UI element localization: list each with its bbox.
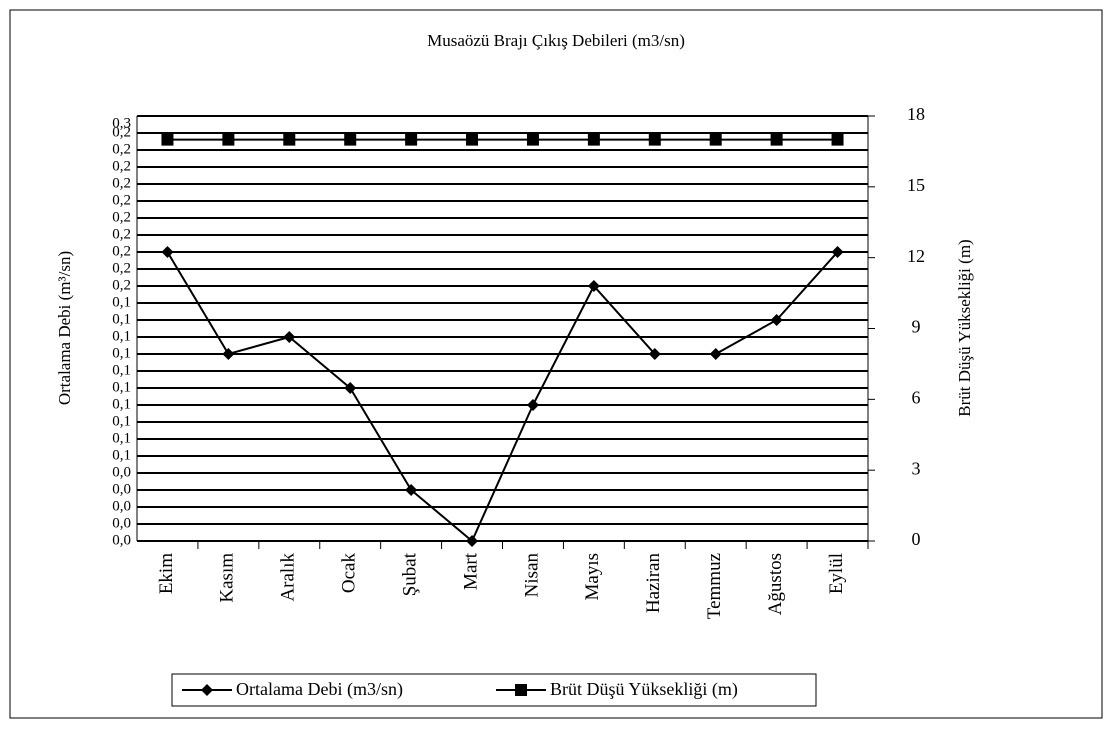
x-tick-label: Mayıs xyxy=(582,553,603,601)
point xyxy=(709,133,722,146)
y-tick-label: 0,1 xyxy=(112,294,131,310)
y2-tick-label: 9 xyxy=(912,317,921,337)
point xyxy=(283,133,296,146)
point xyxy=(161,133,174,146)
y-tick-label: 0,1 xyxy=(112,345,131,361)
y-tick-label: 0,0 xyxy=(112,515,131,531)
y2-axis-title: Brüt Düşü Yüksekliği (m) xyxy=(955,239,974,416)
y-tick-label: 0,1 xyxy=(112,430,131,446)
point xyxy=(161,246,174,258)
point xyxy=(648,348,661,360)
y-tick-label: 0,2 xyxy=(112,277,131,293)
point xyxy=(709,348,722,360)
point xyxy=(466,133,479,146)
legend-label: Ortalama Debi (m3/sn) xyxy=(236,679,403,700)
x-tick-label: Haziran xyxy=(643,553,664,614)
legend-marker xyxy=(515,684,527,696)
point xyxy=(283,331,296,343)
y-tick-label: 0,2 xyxy=(112,175,131,191)
x-tick-label: Mart xyxy=(460,552,481,590)
point xyxy=(831,246,844,258)
point xyxy=(770,314,783,326)
legend-label: Brüt Düşü Yüksekliği (m) xyxy=(550,679,738,700)
x-tick-label: Eylül xyxy=(826,553,847,594)
chart-border xyxy=(9,9,1103,719)
y-tick-label: 0,1 xyxy=(112,396,131,412)
point xyxy=(222,133,235,146)
y-axis-title: Ortalama Debi (m³/sn) xyxy=(55,251,74,405)
y-tick-label: 0,1 xyxy=(112,362,131,378)
y2-tick-label: 18 xyxy=(907,104,925,124)
y2-tick-label: 15 xyxy=(907,175,925,195)
chart-title: Musaözü Brajı Çıkış Debileri (m3/sn) xyxy=(427,31,685,50)
point xyxy=(344,133,357,146)
x-tick-label: Kasım xyxy=(217,553,238,603)
legend-marker xyxy=(201,684,213,696)
point xyxy=(405,133,418,146)
series-line xyxy=(166,251,839,543)
point xyxy=(526,399,539,411)
y-tick-label: 0,2 xyxy=(112,158,131,174)
y-tick-label: 0,2 xyxy=(112,243,131,259)
x-tick-label: Aralık xyxy=(278,553,299,602)
legend xyxy=(171,673,817,707)
point xyxy=(648,133,661,146)
x-tick-label: Temmuz xyxy=(704,553,725,619)
x-tick-label: Şubat xyxy=(399,552,420,596)
y2-tick-label: 0 xyxy=(912,529,921,549)
point xyxy=(587,280,600,292)
y-tick-label: 0,0 xyxy=(112,481,131,497)
x-tick-label: Ekim xyxy=(156,553,177,594)
point xyxy=(466,535,479,547)
y2-tick-label: 12 xyxy=(907,246,925,266)
y-tick-label: 0,1 xyxy=(112,311,131,327)
y-tick-label: 0,0 xyxy=(112,498,131,514)
y-tick-label: 0,2 xyxy=(112,192,131,208)
point xyxy=(222,348,235,360)
x-tick-label: Ağustos xyxy=(765,553,786,615)
x-tick-label: Nisan xyxy=(521,553,542,598)
y-tick-label: 0,2 xyxy=(112,141,131,157)
y-tick-label: 0,1 xyxy=(112,413,131,429)
point xyxy=(344,382,357,394)
y-tick-label: 0,1 xyxy=(112,379,131,395)
y-tick-label: 0,1 xyxy=(112,328,131,344)
y-tick-label: 0,2 xyxy=(112,124,131,140)
y2-tick-label: 6 xyxy=(912,387,921,407)
y-tick-label: 0,2 xyxy=(112,260,131,276)
y-tick-label: 0,1 xyxy=(112,447,131,463)
x-tick-label: Ocak xyxy=(339,553,360,594)
y-tick-label: 0,3 xyxy=(112,115,131,131)
y2-tick-label: 3 xyxy=(912,458,921,478)
point xyxy=(831,133,844,146)
point xyxy=(405,484,418,496)
y-tick-label: 0,0 xyxy=(112,464,131,480)
point xyxy=(526,133,539,146)
y-tick-label: 0,0 xyxy=(112,532,131,548)
y-tick-label: 0,2 xyxy=(112,226,131,242)
point xyxy=(770,133,783,146)
point xyxy=(587,133,600,146)
y-tick-label: 0,2 xyxy=(112,209,131,225)
